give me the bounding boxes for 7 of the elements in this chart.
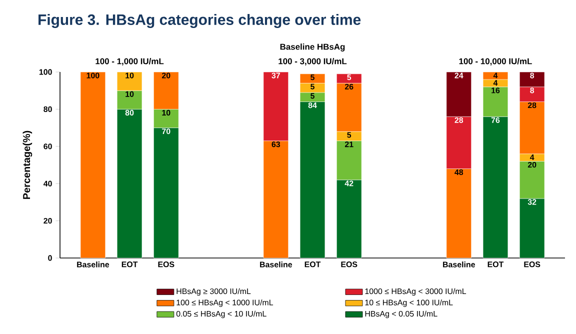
text: 100 - 1,000 IU/mL: [96, 58, 164, 66]
text: 100 - 10,000 IU/mL: [459, 58, 532, 66]
y-axis-title: Percentage(%): [22, 130, 32, 199]
text: 100 - 3,000 IU/mL: [278, 58, 347, 66]
bar: [80, 72, 106, 258]
chart-title: Figure 3. HBsAg categories change over time: [38, 14, 361, 28]
text: Baseline HBsAg: [280, 44, 345, 52]
